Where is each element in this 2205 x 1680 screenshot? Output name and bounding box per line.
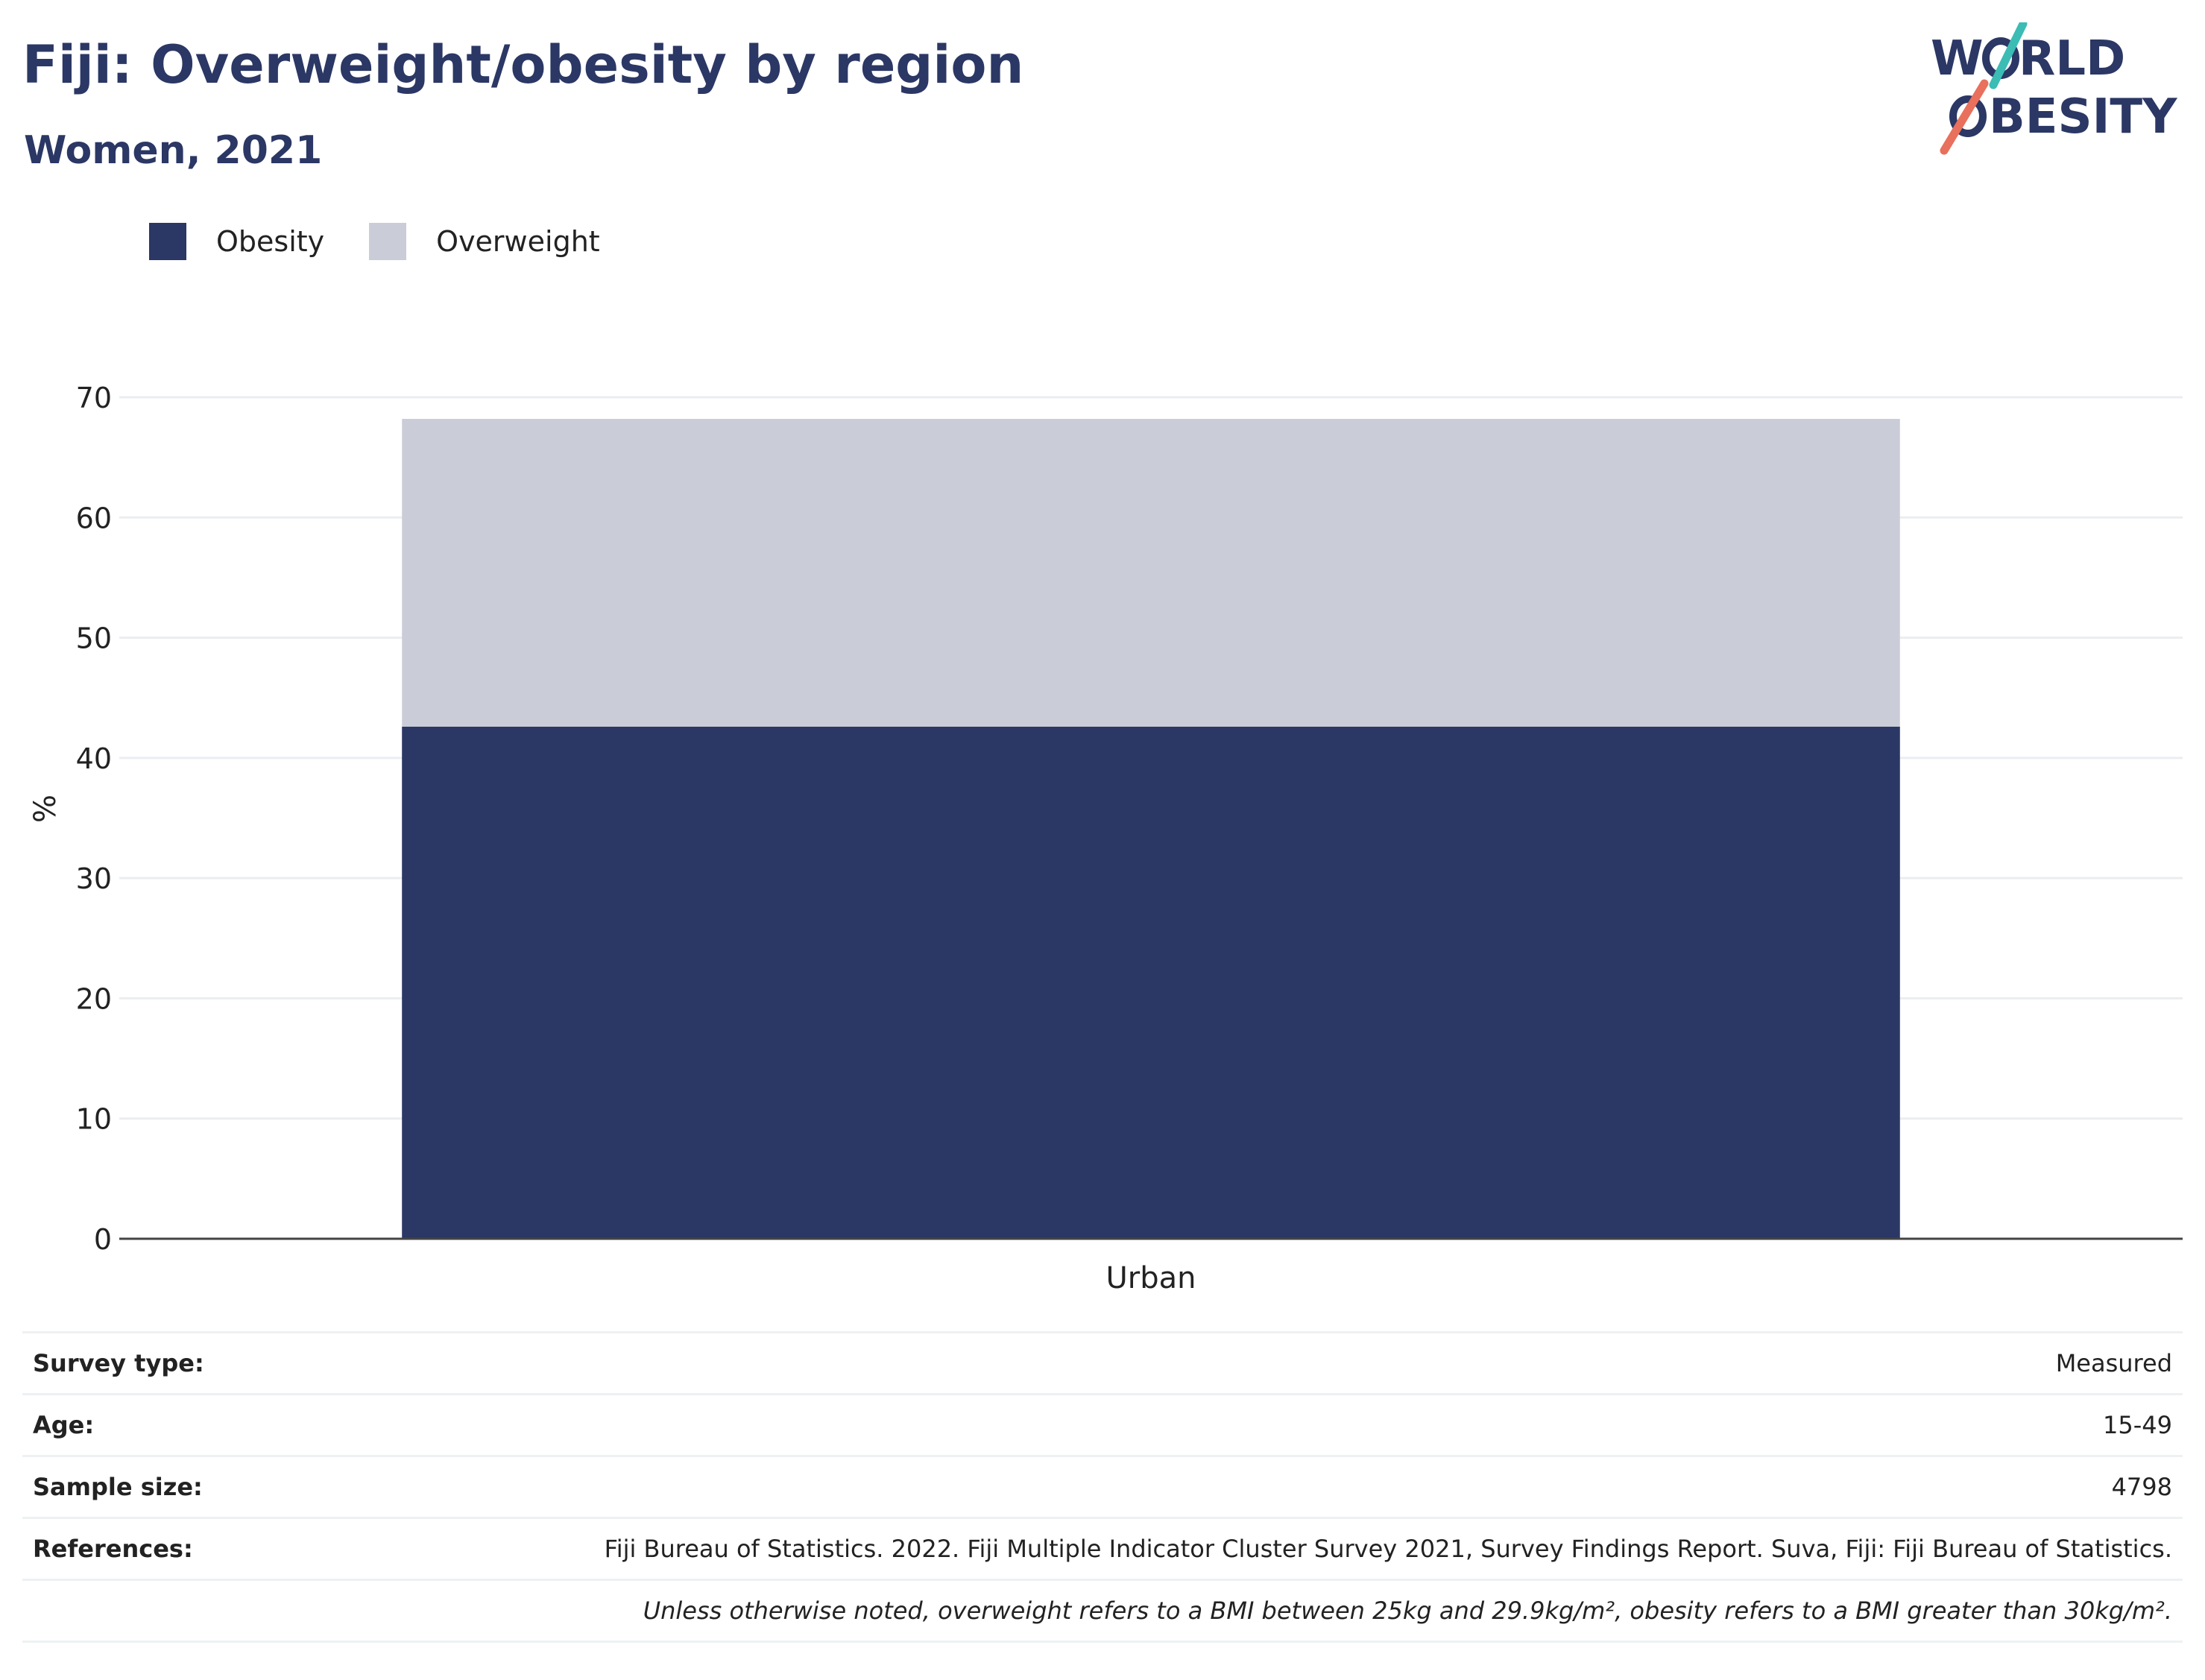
legend-item-obesity[interactable]: Obesity xyxy=(149,223,324,260)
bar-overweight-urban[interactable] xyxy=(402,419,1900,727)
logo-text-world-start: W xyxy=(1931,31,1984,86)
y-tick-label: 30 xyxy=(76,862,112,895)
page-title: Fiji: Overweight/obesity by region xyxy=(22,34,1024,95)
page-subtitle: Women, 2021 xyxy=(24,128,323,173)
logo-letter-o-bottom xyxy=(1949,95,1987,137)
table-row: References: Fiji Bureau of Statistics. 2… xyxy=(22,1517,2183,1580)
legend-item-overweight[interactable]: Overweight xyxy=(369,223,600,260)
y-axis-title: % xyxy=(28,795,63,823)
y-tick-label: 50 xyxy=(76,622,112,655)
logo-slash-coral xyxy=(1940,79,1989,155)
legend-swatch-overweight xyxy=(369,223,407,260)
y-tick-label: 40 xyxy=(76,742,112,775)
y-tick-label: 0 xyxy=(94,1223,112,1256)
chart-legend: Obesity Overweight xyxy=(149,222,645,261)
age-label: Age: xyxy=(22,1393,267,1456)
table-row: Unless otherwise noted, overweight refer… xyxy=(22,1579,2183,1643)
survey-type-value: Measured xyxy=(267,1331,2183,1395)
legend-swatch-obesity xyxy=(149,223,186,260)
table-row: Age: 15-49 xyxy=(22,1393,2183,1456)
y-tick-label: 70 xyxy=(76,382,112,414)
survey-info-table: Survey type: Measured Age: 15-49 Sample … xyxy=(22,1331,2183,1643)
definition-note: Unless otherwise noted, overweight refer… xyxy=(22,1579,2183,1643)
age-value: 15-49 xyxy=(267,1393,2183,1456)
logo-slash-teal xyxy=(1989,22,2028,89)
bar-obesity-urban[interactable] xyxy=(402,726,1900,1239)
world-obesity-logo: W RLD BESITY xyxy=(1931,22,2177,155)
y-tick-label: 10 xyxy=(76,1103,112,1136)
references-label: References: xyxy=(22,1517,267,1580)
logo-text-obesity-end: BESITY xyxy=(1989,89,2177,145)
references-value: Fiji Bureau of Statistics. 2022. Fiji Mu… xyxy=(267,1517,2183,1580)
y-tick-label: 60 xyxy=(76,502,112,534)
legend-label-obesity: Obesity xyxy=(216,225,325,258)
sample-size-label: Sample size: xyxy=(22,1455,267,1518)
sample-size-value: 4798 xyxy=(267,1455,2183,1518)
axes: 0 10 20 30 40 50 60 70 Urban xyxy=(76,382,2183,1295)
survey-type-label: Survey type: xyxy=(22,1331,267,1395)
table-row: Sample size: 4798 xyxy=(22,1455,2183,1518)
stacked-bar-chart: 0 10 20 30 40 50 60 70 Urban % xyxy=(28,382,2183,1295)
bars xyxy=(402,419,1900,1239)
x-tick-label: Urban xyxy=(1106,1261,1196,1295)
legend-label-overweight: Overweight xyxy=(436,225,600,258)
table-row: Survey type: Measured xyxy=(22,1331,2183,1395)
logo-text-world-end: RLD xyxy=(2019,31,2125,86)
y-tick-label: 20 xyxy=(76,982,112,1015)
